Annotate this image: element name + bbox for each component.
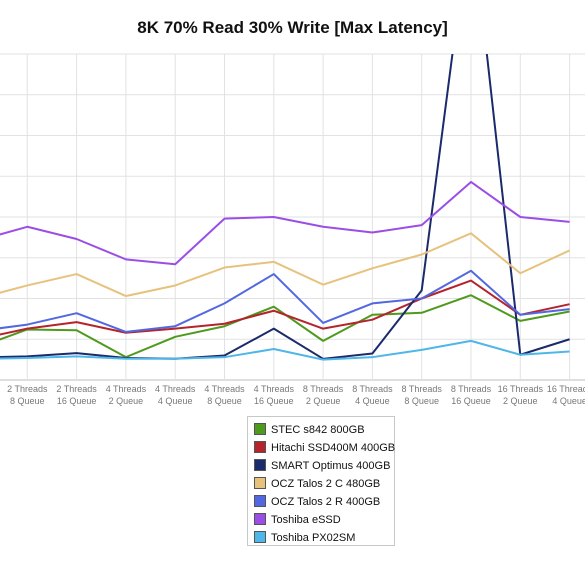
series-line	[0, 180, 570, 266]
x-tick-label: 2 Threads	[7, 384, 48, 394]
series-line	[0, 279, 570, 336]
x-tick-label: 8 Threads	[352, 384, 393, 394]
x-tick-label: 8 Queue	[207, 396, 242, 406]
legend-label: Hitachi SSD400M 400GB	[271, 442, 396, 454]
legend-swatch	[254, 495, 266, 507]
x-tick-label: 16 Queue	[451, 396, 491, 406]
legend-label: SMART Optimus 400GB	[271, 460, 391, 472]
legend-item: OCZ Talos 2 R 400GB	[254, 493, 394, 511]
x-tick-label: 4 Threads	[155, 384, 196, 394]
series-line	[0, 339, 570, 361]
x-tick-label: 4 Queue	[355, 396, 390, 406]
legend-swatch	[254, 423, 266, 435]
legend-label: OCZ Talos 2 C 480GB	[271, 478, 381, 490]
chart-title: 8K 70% Read 30% Write [Max Latency]	[137, 18, 448, 37]
x-tick-label: 4 Threads	[204, 384, 245, 394]
legend-item: STEC s842 800GB	[254, 421, 394, 439]
x-tick-label: 4 Threads	[106, 384, 147, 394]
legend-swatch	[254, 459, 266, 471]
legend-swatch	[254, 477, 266, 489]
legend-label: Toshiba eSSD	[271, 514, 341, 526]
x-tick-label: 2 Queue	[109, 396, 144, 406]
series-line	[0, 294, 570, 359]
series-line	[0, 54, 570, 360]
x-tick-label: 2 Queue	[306, 396, 341, 406]
legend-item: OCZ Talos 2 C 480GB	[254, 475, 394, 493]
x-tick-label: 8 Threads	[402, 384, 443, 394]
legend-item: Toshiba eSSD	[254, 511, 394, 529]
x-tick-label: 2 Queue	[503, 396, 538, 406]
legend-swatch	[254, 441, 266, 453]
x-tick-label: 16 Threads	[498, 384, 544, 394]
x-tick-label: 8 Queue	[404, 396, 439, 406]
legend-label: STEC s842 800GB	[271, 424, 365, 436]
x-tick-label: 4 Queue	[158, 396, 193, 406]
x-tick-label: 16 Queue	[57, 396, 97, 406]
x-tick-label: 8 Threads	[303, 384, 344, 394]
legend-swatch	[254, 531, 266, 543]
x-tick-label: 2 Threads	[56, 384, 97, 394]
legend-label: Toshiba PX02SM	[271, 532, 356, 544]
gridlines	[0, 53, 585, 381]
x-tick-label: 4 Threads	[254, 384, 295, 394]
legend-item: SMART Optimus 400GB	[254, 457, 394, 475]
series-line	[0, 269, 570, 333]
legend-item: Hitachi SSD400M 400GB	[254, 439, 396, 457]
x-tick-label: 16 Threads	[547, 384, 585, 394]
x-tick-label: 16 Queue	[254, 396, 294, 406]
series-line	[0, 232, 571, 298]
legend-swatch	[254, 513, 266, 525]
x-tick-label: 8 Threads	[451, 384, 492, 394]
legend-item: Toshiba PX02SM	[254, 529, 394, 547]
legend: STEC s842 800GB Hitachi SSD400M 400GB SMAR…	[247, 416, 395, 546]
legend-label: OCZ Talos 2 R 400GB	[271, 496, 381, 508]
series-lines	[0, 54, 571, 361]
x-tick-label: 8 Queue	[10, 396, 45, 406]
x-tick-label: 4 Queue	[552, 396, 585, 406]
